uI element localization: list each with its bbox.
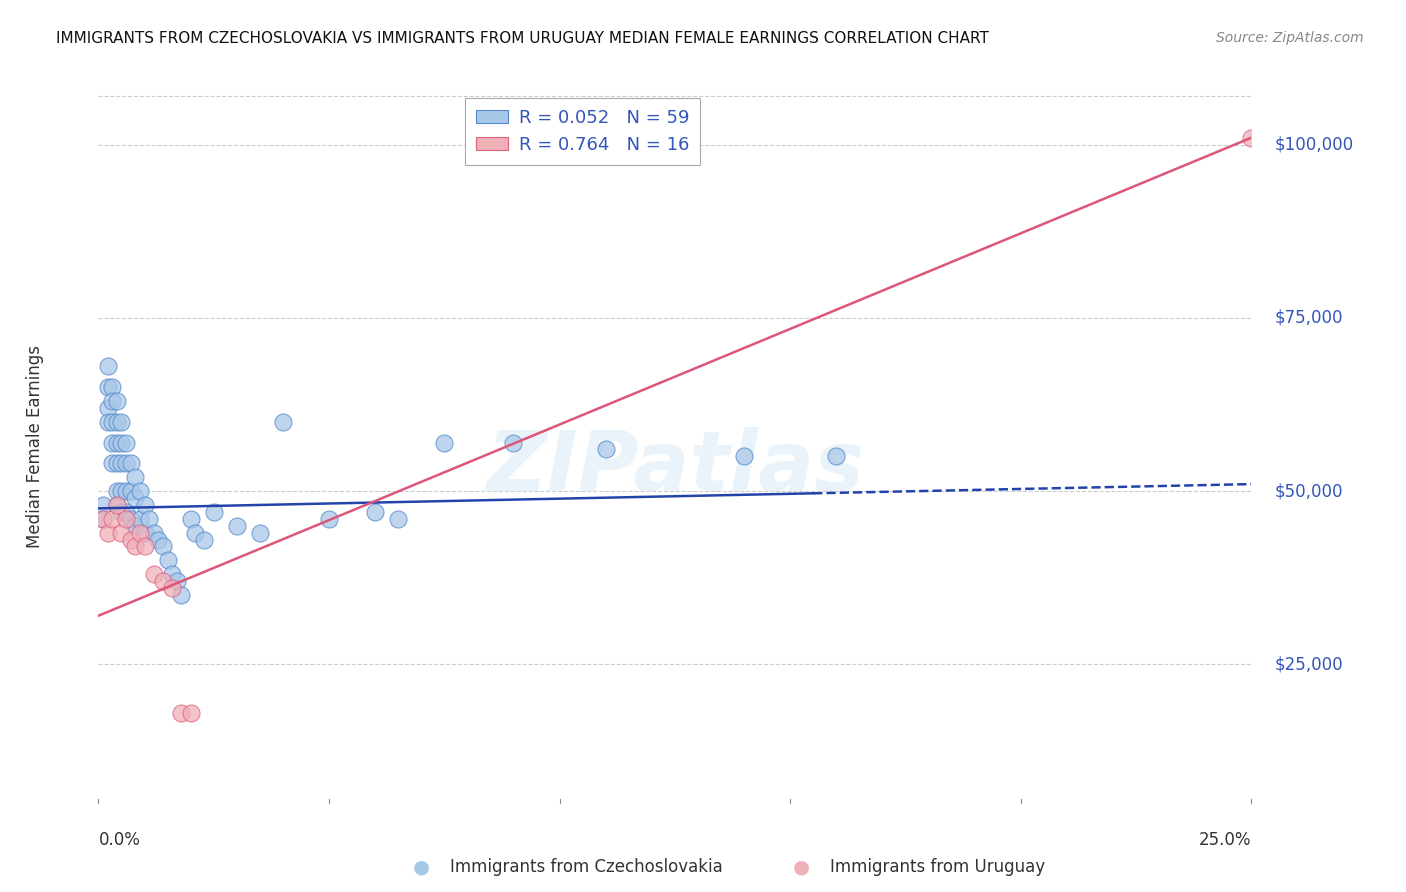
Point	[105, 394, 128, 409]
Point	[97, 415, 120, 429]
Point	[101, 456, 124, 470]
Point	[225, 518, 247, 533]
Point	[170, 588, 193, 602]
Point	[101, 380, 124, 394]
Point	[160, 567, 183, 582]
Point	[115, 435, 138, 450]
Text: $100,000: $100,000	[1274, 136, 1354, 153]
Point	[180, 706, 202, 720]
Point	[97, 359, 120, 374]
Point	[101, 394, 124, 409]
Legend: R = 0.052   N = 59, R = 0.764   N = 16: R = 0.052 N = 59, R = 0.764 N = 16	[465, 98, 700, 165]
Point	[134, 498, 156, 512]
Point	[318, 512, 340, 526]
Point	[110, 435, 132, 450]
Text: 25.0%: 25.0%	[1199, 831, 1251, 849]
Point	[271, 415, 294, 429]
Point	[105, 456, 128, 470]
Point	[184, 525, 207, 540]
Point	[110, 415, 132, 429]
Point	[101, 415, 124, 429]
Point	[120, 456, 142, 470]
Point	[115, 483, 138, 498]
Point	[101, 512, 124, 526]
Point	[364, 505, 387, 519]
Point	[170, 706, 193, 720]
Point	[91, 512, 114, 526]
Text: $75,000: $75,000	[1274, 309, 1343, 326]
Text: $25,000: $25,000	[1274, 656, 1343, 673]
Text: ●: ●	[793, 857, 810, 877]
Point	[120, 483, 142, 498]
Point	[595, 442, 617, 457]
Point	[124, 491, 146, 505]
Point	[134, 540, 156, 554]
Point	[105, 435, 128, 450]
Point	[152, 574, 174, 588]
Point	[110, 525, 132, 540]
Point	[138, 512, 160, 526]
Point	[156, 553, 179, 567]
Point	[825, 450, 848, 464]
Point	[202, 505, 225, 519]
Point	[110, 483, 132, 498]
Point	[433, 435, 456, 450]
Point	[1240, 130, 1263, 145]
Text: Immigrants from Czechoslovakia: Immigrants from Czechoslovakia	[450, 858, 723, 876]
Point	[97, 401, 120, 415]
Point	[124, 518, 146, 533]
Point	[129, 483, 152, 498]
Point	[101, 435, 124, 450]
Text: $50,000: $50,000	[1274, 482, 1343, 500]
Text: Immigrants from Uruguay: Immigrants from Uruguay	[830, 858, 1045, 876]
Point	[733, 450, 755, 464]
Point	[387, 512, 409, 526]
Point	[129, 512, 152, 526]
Point	[124, 470, 146, 484]
Point	[160, 581, 183, 595]
Point	[152, 540, 174, 554]
Point	[148, 533, 170, 547]
Point	[124, 540, 146, 554]
Point	[120, 533, 142, 547]
Point	[115, 512, 138, 526]
Text: ZIPatlas: ZIPatlas	[486, 427, 863, 508]
Point	[105, 498, 128, 512]
Text: Median Female Earnings: Median Female Earnings	[25, 344, 44, 548]
Point	[120, 512, 142, 526]
Point	[97, 380, 120, 394]
Point	[91, 512, 114, 526]
Point	[105, 498, 128, 512]
Point	[91, 498, 114, 512]
Point	[134, 525, 156, 540]
Point	[110, 456, 132, 470]
Text: Source: ZipAtlas.com: Source: ZipAtlas.com	[1216, 31, 1364, 45]
Text: IMMIGRANTS FROM CZECHOSLOVAKIA VS IMMIGRANTS FROM URUGUAY MEDIAN FEMALE EARNINGS: IMMIGRANTS FROM CZECHOSLOVAKIA VS IMMIGR…	[56, 31, 988, 46]
Point	[110, 505, 132, 519]
Point	[115, 456, 138, 470]
Point	[502, 435, 524, 450]
Point	[193, 533, 215, 547]
Point	[105, 483, 128, 498]
Point	[142, 525, 165, 540]
Point	[105, 415, 128, 429]
Point	[129, 525, 152, 540]
Point	[249, 525, 271, 540]
Point	[115, 505, 138, 519]
Point	[166, 574, 188, 588]
Point	[97, 525, 120, 540]
Point	[142, 567, 165, 582]
Text: ●: ●	[413, 857, 430, 877]
Text: 0.0%: 0.0%	[98, 831, 141, 849]
Point	[180, 512, 202, 526]
